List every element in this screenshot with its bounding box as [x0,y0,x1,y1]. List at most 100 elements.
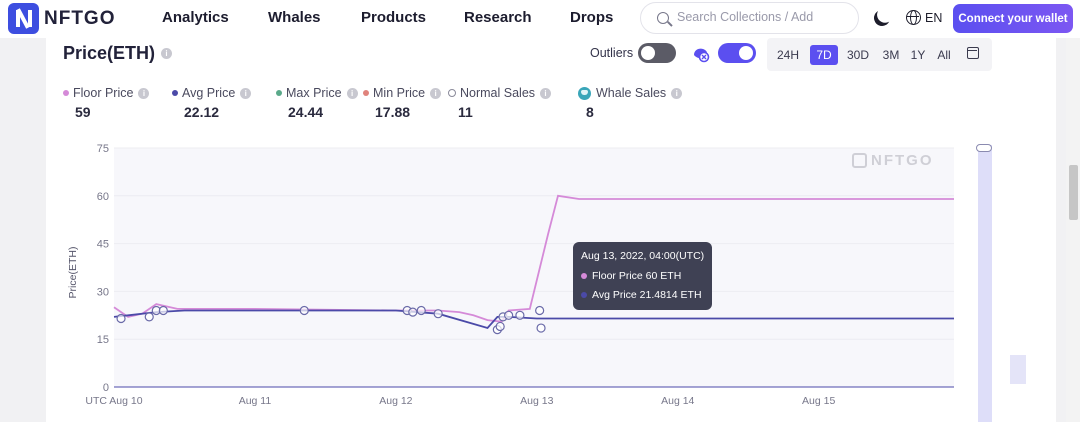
watermark-text: NFTGO [871,152,934,169]
stat-label: Min Price [373,86,426,100]
floor-dot-icon [581,273,587,279]
plot-area [114,148,954,387]
y-tick-label: 0 [103,382,109,394]
y-tick-label: 60 [97,191,109,203]
tooltip-floor-row: Floor Price 60 ETH [581,270,681,282]
info-icon[interactable]: i [161,48,172,59]
sale-marker [116,313,126,324]
sale-marker [158,305,168,316]
stat-label: Normal Sales [460,86,536,100]
chart-zoom-track[interactable] [978,145,992,422]
info-icon[interactable]: i [540,87,552,99]
avg-price-line [113,309,954,330]
floor-dot-icon [63,90,69,96]
calendar-icon[interactable] [967,47,979,59]
sale-marker [495,321,505,332]
connect-wallet-button[interactable]: Connect your wallet [953,4,1073,33]
stat-floor-price: Floor Price i 59 [63,86,150,120]
avg-dot-icon [581,292,587,298]
sale-marker [535,305,545,316]
tooltip-time: Aug 13, 2022, 04:00(UTC) [581,250,705,262]
info-icon[interactable]: i [346,87,358,99]
tooltip-avg-row: Avg Price 21.4814 ETH [581,289,702,301]
x-tick-label: Aug 11 [239,395,272,407]
x-tick-label: UTC Aug 10 [85,395,142,407]
stat-label: Max Price [286,86,342,100]
range-1y[interactable]: 1Y [910,48,926,62]
stat-avg-price: Avg Price i 22.12 [172,86,252,120]
x-tick-label: Aug 12 [379,395,412,407]
chart-zoom-handle[interactable] [976,144,992,152]
info-icon[interactable]: i [138,87,150,99]
sale-marker [433,309,443,319]
nav-whales[interactable]: Whales [268,9,321,26]
watermark-logo-icon [852,153,867,168]
outliers-label: Outliers [590,46,634,60]
y-tick-label: 45 [97,239,109,251]
nav-products[interactable]: Products [361,9,427,26]
language-selector[interactable]: EN [925,11,943,25]
x-tick-label: Aug 15 [802,395,835,407]
info-icon[interactable]: i [671,87,683,99]
range-30d[interactable]: 30D [846,48,869,62]
whale-sales-toggle[interactable] [718,43,756,63]
nav-drops[interactable]: Drops [570,9,614,26]
nftgo-logo-icon [8,3,39,34]
x-tick-label: Aug 14 [661,395,694,407]
info-icon[interactable]: i [430,87,442,99]
tooltip-avg: Avg Price 21.4814 ETH [592,289,702,301]
stat-whale-sales: Whale Sales i 8 [578,86,683,120]
range-24h[interactable]: 24H [776,48,799,62]
dark-mode-icon[interactable] [872,8,893,29]
toggle-knob [641,46,655,60]
search-box[interactable] [640,2,859,34]
x-tick-label: Aug 13 [520,395,553,407]
normal-sales-ring-icon [448,89,456,97]
info-icon[interactable]: i [240,87,252,99]
min-dot-icon [363,90,369,96]
stat-normal-sales: Normal Sales i 11 [448,86,552,120]
logo[interactable]: NFTGO [8,3,116,34]
stat-value: 11 [458,104,473,120]
y-tick-label: 75 [97,143,109,155]
sale-marker [299,305,309,316]
nav-research[interactable]: Research [464,9,532,26]
brand-name: NFTGO [44,7,116,29]
stat-max-price: Max Price i 24.44 [276,86,358,120]
search-icon [657,12,669,24]
page-scrollbar[interactable] [1066,38,1080,422]
tooltip-floor: Floor Price 60 ETH [592,270,682,282]
whale-icon [578,86,591,100]
sale-marker [504,310,514,320]
y-tick-label: 15 [97,334,109,346]
sale-marker [408,307,418,317]
search-input[interactable] [677,10,852,24]
outliers-toggle[interactable] [638,43,676,63]
side-panel-edge [1010,355,1026,384]
chart-tooltip: Aug 13, 2022, 04:00(UTC) Floor Price 60 … [573,242,712,310]
price-chart-card: Price(ETH) i Outliers 24H 7D 30D 3M 1Y A… [46,38,1056,422]
stat-label: Whale Sales [596,86,667,100]
stat-value: 17.88 [375,104,411,120]
time-range-selector: 24H 7D 30D 3M 1Y All [767,38,992,71]
avg-dot-icon [172,90,178,96]
floor-price-line [113,194,954,323]
range-3m[interactable]: 3M [882,48,900,62]
globe-icon[interactable] [906,10,921,25]
page-scrollbar-thumb[interactable] [1069,165,1078,220]
whale-filter-icon [694,48,710,63]
stat-min-price: Min Price i 17.88 [363,86,442,120]
stat-value: 22.12 [184,104,220,120]
nav-analytics[interactable]: Analytics [162,9,229,26]
sale-marker [416,305,426,316]
stat-label: Avg Price [182,86,236,100]
sale-marker [515,310,525,320]
stat-value: 24.44 [288,104,324,120]
card-title: Price(ETH) i [63,43,172,64]
range-7d[interactable]: 7D [810,45,838,65]
y-tick-label: 30 [97,286,109,298]
range-all[interactable]: All [937,48,951,62]
chart-watermark: NFTGO [852,152,934,169]
y-axis-label: Price(ETH) [67,247,79,299]
